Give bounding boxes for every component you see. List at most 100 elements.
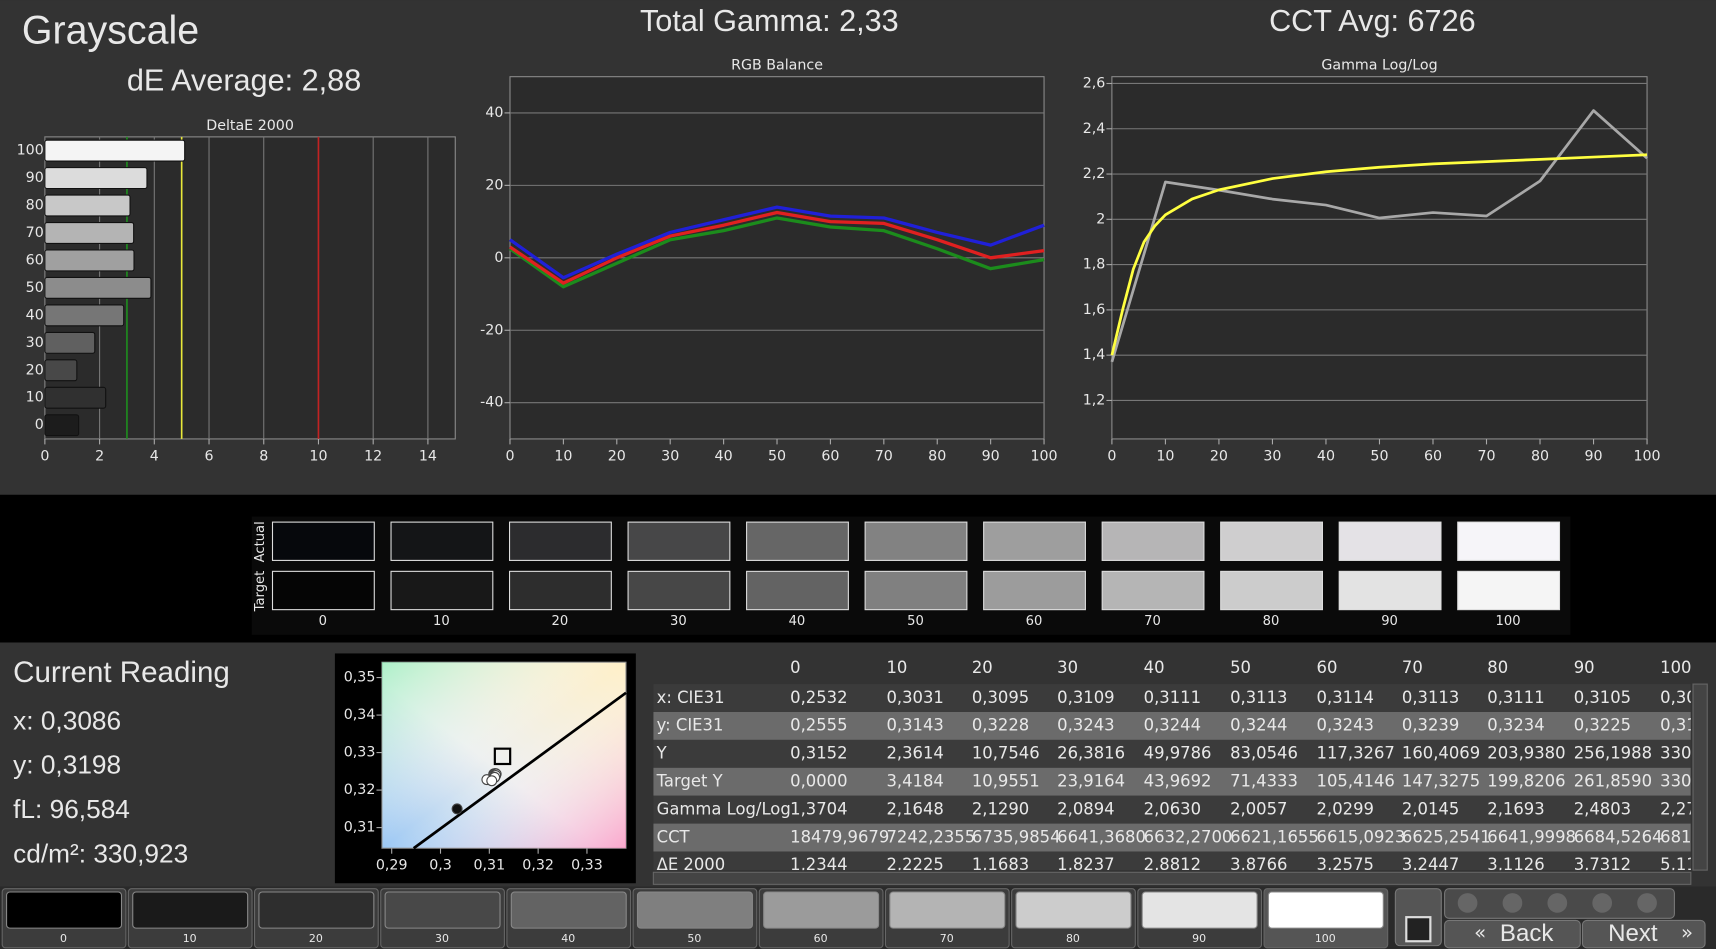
column-header: 60 (1317, 658, 1338, 677)
y-tick-label: 0,35 (344, 670, 376, 686)
table-cell: 2,1290 (972, 799, 1029, 818)
cct-avg: CCT Avg: 6726 (1269, 4, 1476, 38)
table-cell: 261,8590 (1574, 772, 1652, 791)
icon[interactable] (1457, 893, 1478, 913)
target-swatch (508, 570, 612, 611)
x-tick-label: 0,3 (429, 858, 452, 874)
table-cell: 0,30 (1660, 688, 1697, 707)
icon[interactable] (1592, 893, 1613, 913)
column-header: 0 (790, 658, 800, 677)
table-cell: 6615,0923 (1317, 827, 1406, 846)
stop-icon (1405, 916, 1432, 943)
y-tick-label: 80 (26, 198, 44, 214)
column-header: 80 (1487, 658, 1508, 677)
swatch-label: 10 (433, 614, 450, 629)
actual-swatch (1220, 521, 1324, 561)
actual-swatch (508, 521, 612, 561)
table-cell: 2,27 (1660, 799, 1697, 818)
y-tick-label: 0,34 (344, 707, 376, 723)
y-tick-label: 0,32 (344, 782, 376, 798)
icon[interactable] (1547, 893, 1568, 913)
x-tick-label: 20 (608, 448, 626, 464)
control-icons (1457, 893, 1657, 913)
table-cell: 71,4333 (1230, 772, 1298, 791)
level-label: 50 (687, 932, 701, 945)
point (486, 775, 498, 787)
table-cell: 330, (1660, 744, 1697, 763)
table-cell: 6632,2700 (1144, 827, 1233, 846)
x-tick-label: 8 (259, 448, 268, 464)
reading-title: Current Reading (13, 656, 230, 689)
plot-overlay (381, 662, 626, 849)
table-cell: 2,0145 (1402, 799, 1459, 818)
table-cell: 2,2225 (886, 855, 943, 874)
swatch-label: 0 (319, 614, 327, 629)
level-label: 10 (183, 932, 197, 945)
target-swatch (271, 570, 375, 611)
bar (44, 304, 125, 327)
actual-swatch (271, 521, 375, 561)
level-swatch (1267, 891, 1384, 929)
reading-value: cd/m²: 330,923 (13, 838, 188, 868)
total-gamma: Total Gamma: 2,33 (640, 4, 899, 38)
table-cell: 6621,1655 (1230, 827, 1319, 846)
y-tick-label: 1,6 (1083, 302, 1106, 318)
target-swatch (1338, 570, 1442, 611)
table-cell: 26,3816 (1057, 744, 1125, 763)
table-cell: 0,3095 (972, 688, 1029, 707)
back-button[interactable] (1444, 919, 1581, 949)
column-header: 100 (1660, 658, 1691, 677)
series-line (1110, 153, 1648, 356)
icon[interactable] (1637, 893, 1657, 913)
table-cell: 105,4146 (1317, 772, 1395, 791)
level-swatch (132, 891, 249, 929)
table-cell: 0,3113 (1402, 688, 1459, 707)
table-cell: 0,3111 (1487, 688, 1544, 707)
table-cell: 0,3239 (1402, 716, 1459, 735)
de-average: dE Average: 2,88 (127, 63, 361, 97)
table-cell: 0,3244 (1230, 716, 1287, 735)
x-tick-label: 4 (150, 448, 159, 464)
table-cell: 3,1126 (1487, 855, 1544, 874)
table-cell: 0,3031 (886, 688, 943, 707)
x-tick-label: 2 (95, 448, 104, 464)
table-cell: 2,1693 (1487, 799, 1544, 818)
y-tick-label: 2,4 (1083, 121, 1106, 137)
y-tick-label: 0,31 (344, 820, 376, 836)
x-tick-label: 40 (1317, 448, 1335, 464)
row-label: Gamma Log/Log (657, 799, 791, 818)
column-header: 70 (1402, 658, 1423, 677)
reading-value: y: 0,3198 (13, 750, 121, 780)
table-cell: 6641,3680 (1057, 827, 1146, 846)
x-tick-label: 12 (364, 448, 382, 464)
x-tick-label: 0,33 (571, 858, 603, 874)
table-row (653, 684, 1691, 712)
icon[interactable] (1502, 893, 1523, 913)
chart-title: DeltaE 2000 (206, 118, 294, 134)
level-swatch (258, 891, 375, 929)
table-row (653, 795, 1691, 824)
y-tick-label: 2,6 (1083, 75, 1106, 91)
table-cell: 256,1988 (1574, 744, 1652, 763)
level-swatch (384, 891, 501, 929)
reading-value: fL: 96,584 (13, 794, 130, 824)
table-cell: 160,4069 (1402, 744, 1480, 763)
level-label: 90 (1192, 932, 1206, 945)
y-tick-label: 10 (26, 390, 44, 406)
target-swatch (983, 570, 1086, 611)
y-tick-label: 90 (26, 170, 44, 186)
swatch-label: 40 (789, 614, 806, 629)
x-tick-label: 100 (1030, 448, 1057, 464)
next-arrow-icon: » (1681, 921, 1693, 944)
y-tick-label: 40 (26, 307, 44, 323)
next-button[interactable] (1581, 919, 1706, 949)
v-scrollbar[interactable] (1692, 683, 1708, 871)
y-tick-label: 50 (26, 280, 44, 296)
table-cell: 2,1648 (886, 799, 943, 818)
table-cell: 49,9786 (1144, 744, 1212, 763)
row-label: x: CIE31 (657, 688, 725, 707)
table-row (653, 851, 1691, 871)
x-tick-label: 60 (821, 448, 839, 464)
y-tick-label: 2 (1096, 211, 1105, 227)
h-scrollbar[interactable] (652, 871, 1692, 885)
